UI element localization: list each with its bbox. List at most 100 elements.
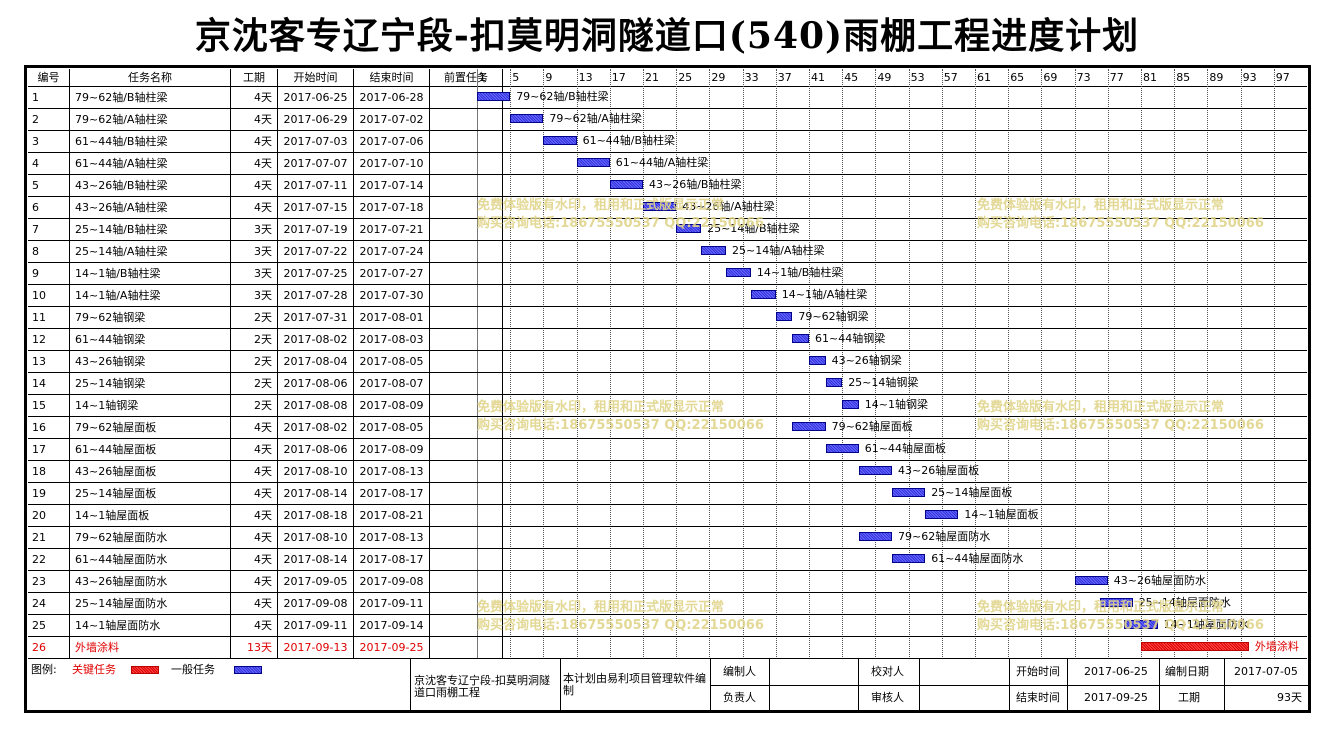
table-row[interactable]: 12 61~44轴钢梁 2天 2017-08-02 2017-08-03 [28, 329, 1307, 351]
gantt-bar[interactable] [892, 554, 926, 563]
table-row[interactable]: 4 61~44轴/A轴柱梁 4天 2017-07-07 2017-07-10 [28, 153, 1307, 175]
table-row[interactable]: 18 43~26轴屋面板 4天 2017-08-10 2017-08-13 [28, 461, 1307, 483]
task-predecessor [430, 571, 503, 592]
table-row[interactable]: 7 25~14轴/B轴柱梁 3天 2017-07-19 2017-07-21 [28, 219, 1307, 241]
gantt-bar-label: 79~62轴/A轴柱梁 [549, 112, 642, 125]
gantt-bar-label: 外墙涂料 [1254, 640, 1299, 653]
date-label: 编制日期 [1165, 665, 1209, 678]
timeline-tick-label: 97 [1275, 71, 1290, 84]
auditor-label: 审核人 [871, 691, 904, 704]
gantt-bar[interactable] [825, 444, 859, 453]
gantt-bar[interactable] [701, 246, 726, 255]
table-row[interactable]: 10 14~1轴/A轴柱梁 3天 2017-07-28 2017-07-30 [28, 285, 1307, 307]
gantt-bar[interactable] [576, 158, 610, 167]
task-predecessor [430, 175, 503, 196]
task-start: 2017-08-08 [278, 395, 354, 416]
task-duration: 4天 [231, 549, 278, 570]
gantt-bar[interactable] [543, 136, 577, 145]
table-row[interactable]: 17 61~44轴屋面板 4天 2017-08-06 2017-08-09 [28, 439, 1307, 461]
task-end: 2017-08-13 [354, 527, 430, 548]
gantt-bar-label: 79~62轴/B轴柱梁 [516, 90, 609, 103]
timeline-gridline [1107, 69, 1109, 659]
table-row[interactable]: 21 79~62轴屋面防水 4天 2017-08-10 2017-08-13 [28, 527, 1307, 549]
table-row[interactable]: 25 14~1轴屋面防水 4天 2017-09-11 2017-09-14 [28, 615, 1307, 637]
table-row[interactable]: 14 25~14轴钢梁 2天 2017-08-06 2017-08-07 [28, 373, 1307, 395]
timeline-gridline [1041, 69, 1043, 659]
gantt-bar[interactable] [809, 356, 826, 365]
table-row[interactable]: 22 61~44轴屋面防水 4天 2017-08-14 2017-08-17 [28, 549, 1307, 571]
task-id: 14 [28, 373, 70, 394]
gantt-bar[interactable] [925, 510, 959, 519]
task-predecessor [430, 637, 503, 658]
task-end: 2017-07-30 [354, 285, 430, 306]
table-row[interactable]: 3 61~44轴/B轴柱梁 4天 2017-07-03 2017-07-06 [28, 131, 1307, 153]
table-row[interactable]: 13 43~26轴钢梁 2天 2017-08-04 2017-08-05 [28, 351, 1307, 373]
table-row[interactable]: 9 14~1轴/B轴柱梁 3天 2017-07-25 2017-07-27 [28, 263, 1307, 285]
table-row[interactable]: 23 43~26轴屋面防水 4天 2017-09-05 2017-09-08 [28, 571, 1307, 593]
footer-software-cell: 本计划由易利项目管理软件编制 [560, 659, 710, 711]
gantt-bar[interactable] [858, 466, 892, 475]
gantt-bar[interactable] [858, 532, 892, 541]
legend-normal-swatch [234, 666, 262, 674]
task-start: 2017-07-28 [278, 285, 354, 306]
task-id: 25 [28, 615, 70, 636]
end-value: 2017-09-25 [1084, 691, 1148, 704]
gantt-table: 编号 任务名称 工期 开始时间 结束时间 前置任务 1 5 9 13 17 21 25 29 3… [28, 69, 1307, 659]
legend-label: 图例: [31, 663, 57, 676]
gantt-bar[interactable] [892, 488, 926, 497]
table-row[interactable]: 24 25~14轴屋面防水 4天 2017-09-08 2017-09-11 [28, 593, 1307, 615]
task-duration: 2天 [231, 373, 278, 394]
end-label: 结束时间 [1016, 691, 1060, 704]
gantt-bar[interactable] [609, 180, 643, 189]
table-row[interactable]: 5 43~26轴/B轴柱梁 4天 2017-07-11 2017-07-14 [28, 175, 1307, 197]
column-header-duration[interactable]: 工期 [231, 69, 278, 86]
task-predecessor [430, 461, 503, 482]
task-start: 2017-07-25 [278, 263, 354, 284]
timeline-tick-label: 81 [1143, 71, 1157, 84]
task-duration: 4天 [231, 131, 278, 152]
gantt-bar[interactable] [1124, 620, 1158, 629]
task-duration: 2天 [231, 395, 278, 416]
task-id: 13 [28, 351, 70, 372]
table-row[interactable]: 16 79~62轴屋面板 4天 2017-08-02 2017-08-05 [28, 417, 1307, 439]
legend-critical-swatch [131, 666, 159, 674]
gantt-bar[interactable] [825, 378, 843, 387]
gantt-bar[interactable] [726, 268, 751, 277]
gantt-bar[interactable] [1141, 642, 1249, 651]
gantt-bar[interactable] [510, 114, 544, 123]
author-label: 编制人 [723, 665, 756, 678]
gantt-bar[interactable] [775, 312, 793, 321]
start-value: 2017-06-25 [1084, 665, 1148, 678]
table-row[interactable]: 20 14~1轴屋面板 4天 2017-08-18 2017-08-21 [28, 505, 1307, 527]
gantt-bar[interactable] [1099, 598, 1133, 607]
task-end: 2017-08-21 [354, 505, 430, 526]
gantt-bar[interactable] [1074, 576, 1108, 585]
column-header-predecessor[interactable]: 前置任务 [430, 69, 503, 86]
table-row[interactable]: 8 25~14轴/A轴柱梁 3天 2017-07-22 2017-07-24 [28, 241, 1307, 263]
table-row[interactable]: 6 43~26轴/A轴柱梁 4天 2017-07-15 2017-07-18 [28, 197, 1307, 219]
table-row[interactable]: 1 79~62轴/B轴柱梁 4天 2017-06-25 2017-06-28 [28, 87, 1307, 109]
gantt-bar-label: 14~1轴/B轴柱梁 [756, 266, 843, 279]
task-predecessor [430, 505, 503, 526]
gantt-bar[interactable] [477, 92, 511, 101]
table-row[interactable]: 15 14~1轴钢梁 2天 2017-08-08 2017-08-09 [28, 395, 1307, 417]
gantt-bar[interactable] [792, 334, 809, 343]
table-row[interactable]: 11 79~62轴钢梁 2天 2017-07-31 2017-08-01 [28, 307, 1307, 329]
task-end: 2017-08-07 [354, 373, 430, 394]
gantt-bar[interactable] [643, 202, 677, 211]
column-header-end[interactable]: 结束时间 [354, 69, 430, 86]
column-header-id[interactable]: 编号 [28, 69, 70, 86]
gantt-bar[interactable] [842, 400, 859, 409]
gantt-bar[interactable] [792, 422, 826, 431]
timeline-gridline [1074, 69, 1076, 659]
start-label: 开始时间 [1016, 665, 1060, 678]
gantt-bar[interactable] [750, 290, 776, 299]
task-end: 2017-08-17 [354, 483, 430, 504]
table-row[interactable]: 2 79~62轴/A轴柱梁 4天 2017-06-29 2017-07-02 [28, 109, 1307, 131]
column-header-start[interactable]: 开始时间 [278, 69, 354, 86]
column-header-name[interactable]: 任务名称 [70, 69, 231, 86]
gantt-bar[interactable] [676, 224, 702, 233]
timeline-gridline [676, 69, 678, 659]
table-row[interactable]: 19 25~14轴屋面板 4天 2017-08-14 2017-08-17 [28, 483, 1307, 505]
table-row[interactable]: 26 外墙涂料 13天 2017-09-13 2017-09-25 [28, 637, 1307, 659]
